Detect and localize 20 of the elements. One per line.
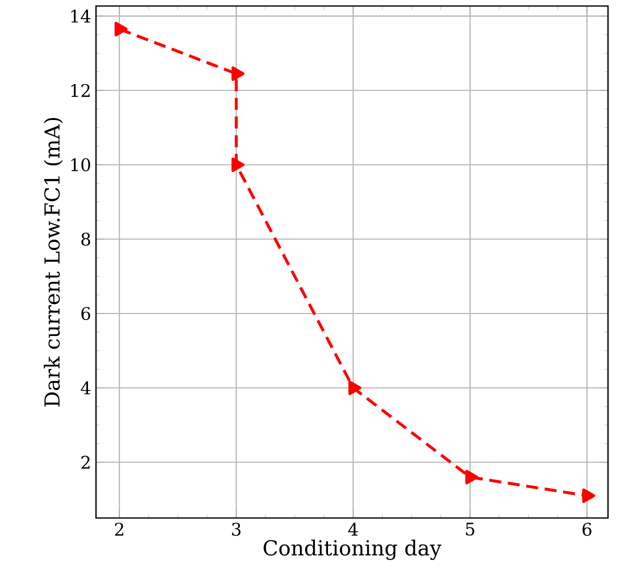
- y-tick-label: 14: [71, 10, 90, 22]
- x-tick-label: 5: [466, 522, 474, 536]
- y-tick-label: 8: [81, 232, 90, 246]
- x-tick-label: 6: [582, 522, 592, 536]
- point: [231, 158, 244, 172]
- y-tick-label: 4: [80, 381, 90, 394]
- y-tick-label: 10: [71, 158, 90, 172]
- x-tick-label: 3: [232, 522, 241, 536]
- point: [114, 22, 128, 36]
- y-tick-label: 6: [81, 306, 90, 320]
- y-tick-label: 12: [71, 84, 90, 97]
- point: [348, 380, 362, 396]
- y-tick-label: 2: [81, 456, 90, 469]
- y-axis-title: Dark current Low.FC1 (mA): [44, 118, 63, 407]
- x-axis-title: Conditioning day: [264, 540, 442, 560]
- x-tick-label: 4: [348, 522, 358, 536]
- x-tick-label: 2: [115, 522, 124, 536]
- point: [231, 66, 244, 81]
- point: [465, 470, 478, 484]
- point: [582, 488, 596, 503]
